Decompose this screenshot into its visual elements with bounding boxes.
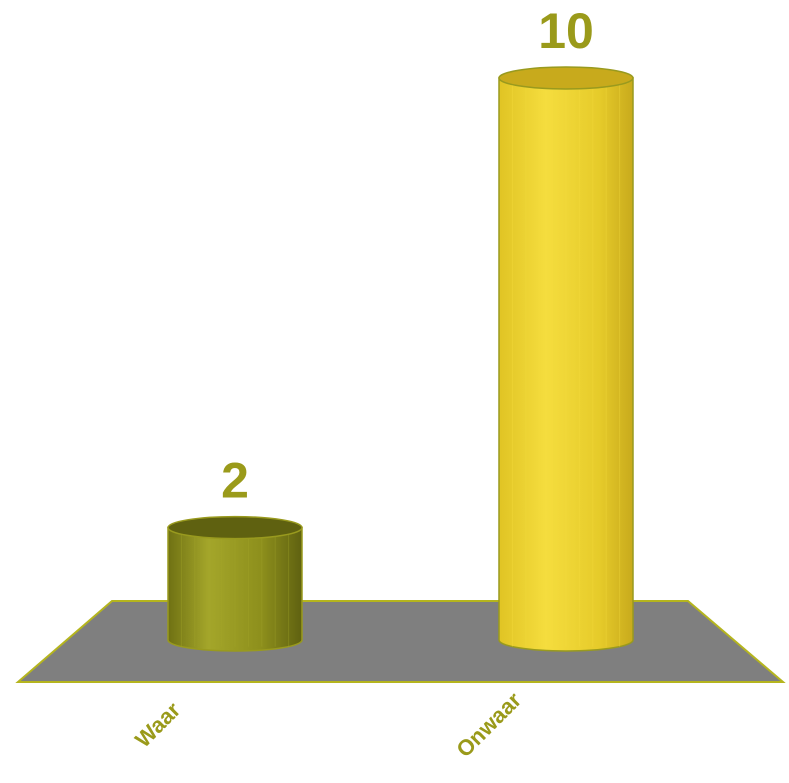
bar-onwaar (498, 66, 634, 652)
x-axis-tick-labels: Waar Onwaar (130, 687, 526, 762)
data-labels: 2 10 (221, 3, 594, 509)
chart-floor (15, 600, 786, 683)
bars-layer (167, 66, 634, 652)
bar-top-waar (167, 515, 303, 540)
data-label-waar: 2 (221, 453, 249, 509)
x-tick-label-onwaar: Onwaar (451, 687, 526, 762)
bar-waar (167, 515, 303, 652)
data-label-onwaar: 10 (538, 3, 594, 59)
bar-top-onwaar (498, 66, 634, 90)
x-tick-label-waar: Waar (130, 697, 185, 752)
bar-body-onwaar (498, 77, 634, 652)
bar-body-waar (167, 526, 303, 652)
